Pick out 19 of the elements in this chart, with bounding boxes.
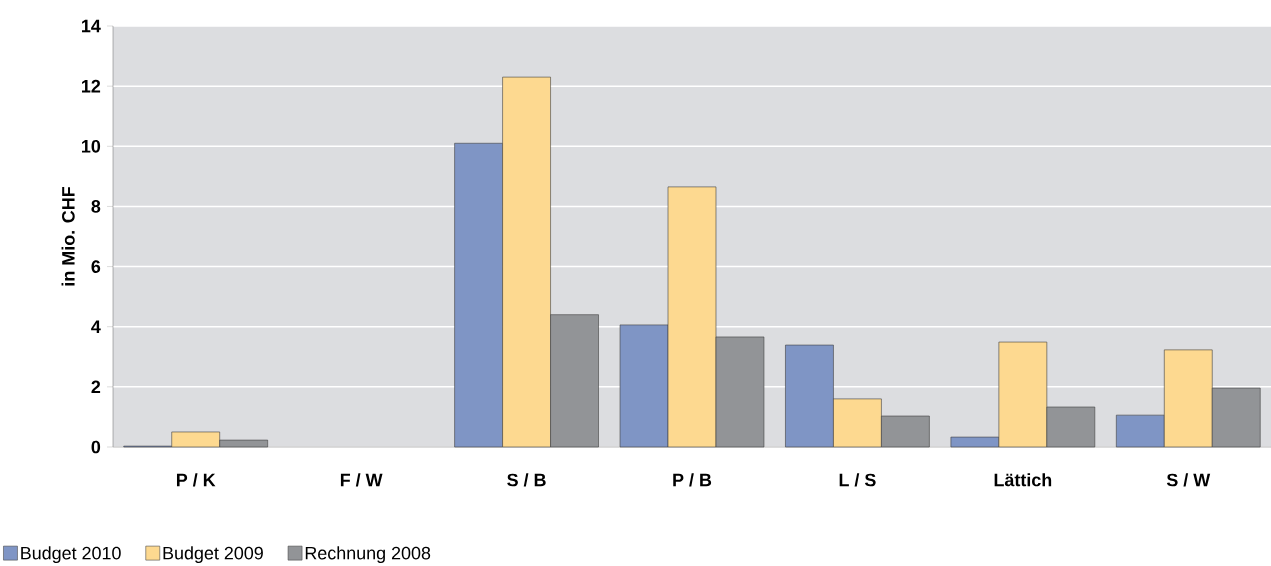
legend-label: Rechnung 2008 — [305, 546, 431, 563]
y-tick-label: 2 — [91, 380, 101, 394]
y-axis-title: in Mio. CHF — [61, 187, 75, 286]
legend-label: Budget 2009 — [163, 546, 263, 563]
y-tick-label: 12 — [82, 79, 101, 93]
y-tick-label: 6 — [91, 260, 101, 273]
x-tick-label: F / W — [340, 473, 383, 487]
y-tick-label: 8 — [91, 200, 101, 213]
y-tick-label: 10 — [82, 139, 101, 153]
x-tick-label: Lättich — [994, 473, 1052, 487]
y-tick-label: 0 — [91, 440, 101, 454]
legend-label: Budget 2010 — [21, 546, 121, 563]
y-tick-label: 14 — [82, 19, 101, 33]
x-tick-label: P / K — [176, 473, 216, 487]
x-tick-label: P / B — [673, 473, 712, 487]
x-tick-label: S / B — [507, 473, 546, 487]
x-tick-label: S / W — [1166, 473, 1211, 487]
y-tick-label: 4 — [91, 320, 101, 333]
x-tick-label: L / S — [839, 473, 876, 487]
